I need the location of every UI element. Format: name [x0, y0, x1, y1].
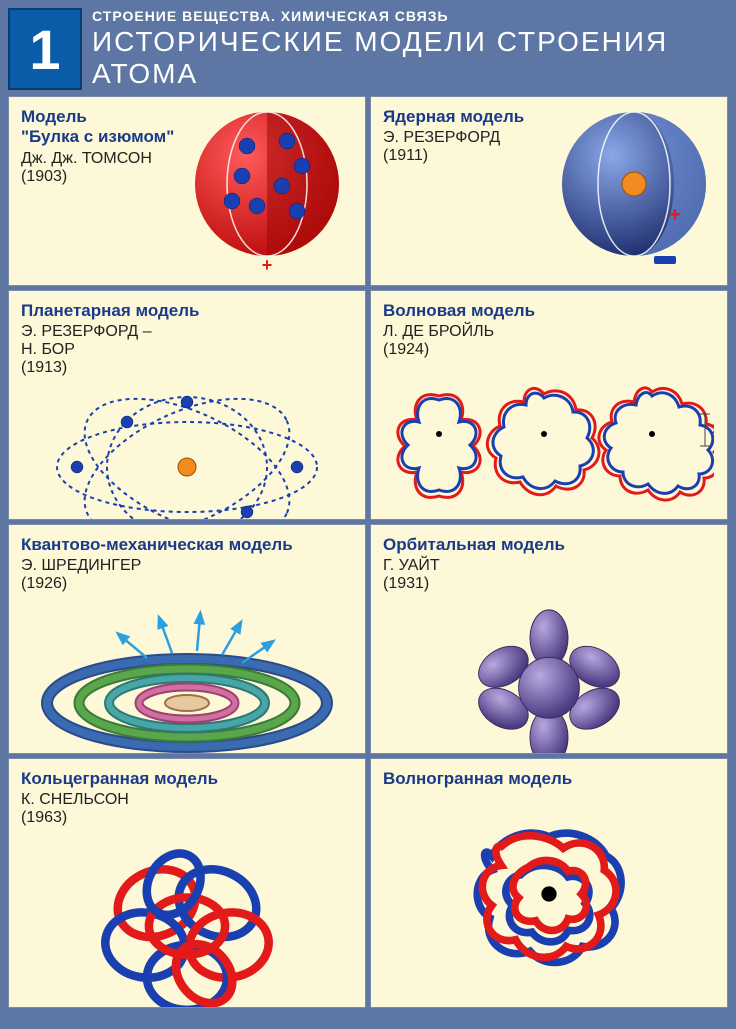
quantum-illustration	[21, 593, 353, 754]
thomson-illustration: +	[177, 105, 357, 277]
lambda-label: λ₆	[712, 422, 714, 437]
nuclear-illustration: +	[549, 105, 719, 277]
svg-text:+: +	[669, 204, 681, 226]
author: Л. ДЕ БРОЙЛЬ	[383, 323, 715, 341]
supertitle: СТРОЕНИЕ ВЕЩЕСТВА. ХИМИЧЕСКАЯ СВЯЗЬ	[92, 8, 728, 24]
model-name: Планетарная модель	[21, 301, 353, 321]
wave-illustration: λ₆	[383, 359, 715, 509]
svg-text:+: +	[262, 255, 273, 275]
author: Г. УАЙТ	[383, 557, 715, 575]
card-wavefacet: Волногранная модель	[370, 758, 728, 1008]
poster-header: 1 СТРОЕНИЕ ВЕЩЕСТВА. ХИМИЧЕСКАЯ СВЯЗЬ ИС…	[8, 8, 728, 90]
card-rutherford: Ядерная модель Э. РЕЗЕРФОРД (1911) +	[370, 96, 728, 286]
chapter-badge: 1	[8, 8, 82, 90]
model-name: Орбитальная модель	[383, 535, 715, 555]
model-name: Кольцегранная модель	[21, 769, 353, 789]
ringpoly-illustration	[21, 827, 353, 1008]
year: (1913)	[21, 359, 353, 377]
wavepoly-illustration	[383, 791, 715, 997]
card-debroglie: Волновая модель Л. ДЕ БРОЙЛЬ (1924)	[370, 290, 728, 520]
model-name: Квантово-механическая модель	[21, 535, 353, 555]
author: К. СНЕЛЬСОН	[21, 791, 353, 809]
card-bohr: Планетарная модель Э. РЕЗЕРФОРД –Н. БОР …	[8, 290, 366, 520]
main-title: ИСТОРИЧЕСКИЕ МОДЕЛИ СТРОЕНИЯ АТОМА	[92, 26, 728, 90]
year: (1963)	[21, 809, 353, 827]
year: (1931)	[383, 575, 715, 593]
card-schrodinger: Квантово-механическая модель Э. ШРЕДИНГЕ…	[8, 524, 366, 754]
card-snelson: Кольцегранная модель К. СНЕЛЬСОН (1963)	[8, 758, 366, 1008]
title-block: СТРОЕНИЕ ВЕЩЕСТВА. ХИМИЧЕСКАЯ СВЯЗЬ ИСТО…	[92, 8, 728, 90]
planetary-illustration	[21, 377, 353, 520]
card-thomson: Модель"Булка с изюмом" Дж. Дж. ТОМСОН (1…	[8, 96, 366, 286]
author: Э. ШРЕДИНГЕР	[21, 557, 353, 575]
card-white: Орбитальная модель Г. УАЙТ (1931)	[370, 524, 728, 754]
model-name: Волновая модель	[383, 301, 715, 321]
year: (1926)	[21, 575, 353, 593]
model-name: Волногранная модель	[383, 769, 715, 789]
cards-grid: Модель"Булка с изюмом" Дж. Дж. ТОМСОН (1…	[8, 96, 728, 1008]
author: Э. РЕЗЕРФОРД –Н. БОР	[21, 323, 353, 359]
orbital-illustration	[383, 593, 715, 754]
year: (1924)	[383, 341, 715, 359]
